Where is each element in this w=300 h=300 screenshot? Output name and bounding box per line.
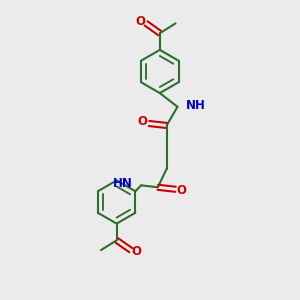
Text: O: O bbox=[176, 184, 186, 197]
Text: NH: NH bbox=[186, 99, 206, 112]
Text: O: O bbox=[136, 14, 146, 28]
Text: HN: HN bbox=[113, 177, 133, 190]
Text: O: O bbox=[132, 245, 142, 258]
Text: O: O bbox=[138, 116, 148, 128]
